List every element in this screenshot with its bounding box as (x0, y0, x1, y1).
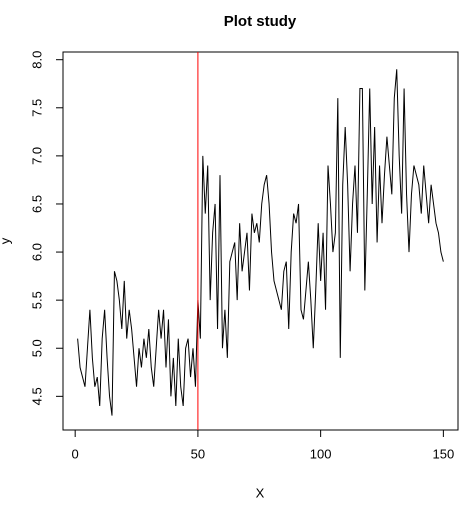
y-tick-label: 4.5 (29, 387, 44, 405)
y-tick-label: 5.0 (29, 339, 44, 357)
x-tick-label: 0 (72, 446, 79, 461)
y-tick-label: 5.5 (29, 291, 44, 309)
y-tick-label: 7.0 (29, 147, 44, 165)
x-tick-label: 150 (433, 446, 455, 461)
y-axis-label: y (0, 237, 12, 244)
y-tick-label: 8.0 (29, 51, 44, 69)
y-tick-label: 6.5 (29, 195, 44, 213)
x-tick-label: 50 (191, 446, 205, 461)
data-line (77, 69, 444, 416)
x-axis-label: X (256, 485, 265, 500)
plot-frame (62, 51, 459, 431)
y-tick-label: 6.0 (29, 243, 44, 261)
chart-title: Plot study (224, 13, 297, 30)
x-tick-label: 100 (310, 446, 332, 461)
y-tick-label: 7.5 (29, 99, 44, 117)
